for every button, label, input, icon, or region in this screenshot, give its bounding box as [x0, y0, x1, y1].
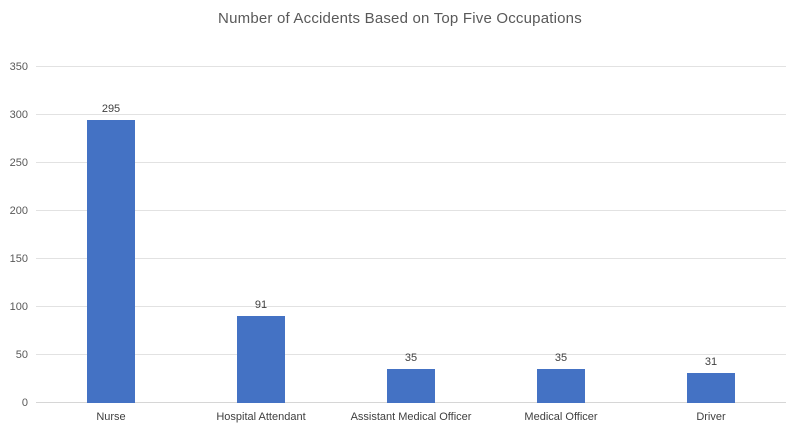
bar-slot: 295 Nurse: [36, 67, 186, 423]
x-axis-category-label: Driver: [696, 411, 726, 423]
y-axis-tick-label: 300: [9, 109, 28, 121]
bar-series: 295 Nurse 91 Hospital Attendant 35 Assistant …: [36, 67, 786, 423]
gridline: [36, 258, 786, 259]
y-axis-tick-label: 0: [21, 397, 28, 409]
bar[interactable]: [237, 315, 285, 403]
plot-area: 0 50 100 150 200 250 300 350 295 Nurse 91 Hospital…: [10, 61, 786, 423]
bar-value-label: 295: [101, 102, 121, 115]
x-axis-category-label: Hospital Attendant: [216, 411, 306, 423]
y-axis-tick-label: 50: [15, 349, 28, 361]
gridline: [36, 162, 786, 163]
chart-title: Number of Accidents Based on Top Five Oc…: [218, 10, 582, 27]
gridline: [36, 306, 786, 307]
gridline: [36, 354, 786, 355]
x-axis-category-label: Medical Officer: [524, 411, 598, 423]
gridline: [36, 114, 786, 115]
bar-slot: 31 Driver: [636, 67, 786, 423]
bar-slot: 35 Assistant Medical Officer: [336, 67, 486, 423]
bar-value-label: 35: [554, 352, 568, 365]
y-axis-tick-label: 150: [9, 253, 28, 265]
bar[interactable]: [537, 369, 585, 403]
gridline: [36, 210, 786, 211]
bar[interactable]: [687, 373, 735, 403]
bar-value-label: 31: [704, 356, 718, 369]
y-axis-tick-label: 250: [9, 157, 28, 169]
x-axis-category-label: Nurse: [96, 411, 126, 423]
bar-slot: 91 Hospital Attendant: [186, 67, 336, 423]
gridline: [36, 66, 786, 67]
y-axis-tick-label: 200: [9, 205, 28, 217]
bar-slot: 35 Medical Officer: [486, 67, 636, 423]
bar[interactable]: [387, 369, 435, 403]
bar[interactable]: [87, 119, 135, 403]
bar-value-label: 91: [254, 298, 268, 311]
y-axis-tick-label: 100: [9, 301, 28, 313]
bar-value-label: 35: [404, 352, 418, 365]
x-axis-category-label: Assistant Medical Officer: [350, 411, 472, 423]
y-axis-tick-label: 350: [9, 61, 28, 73]
